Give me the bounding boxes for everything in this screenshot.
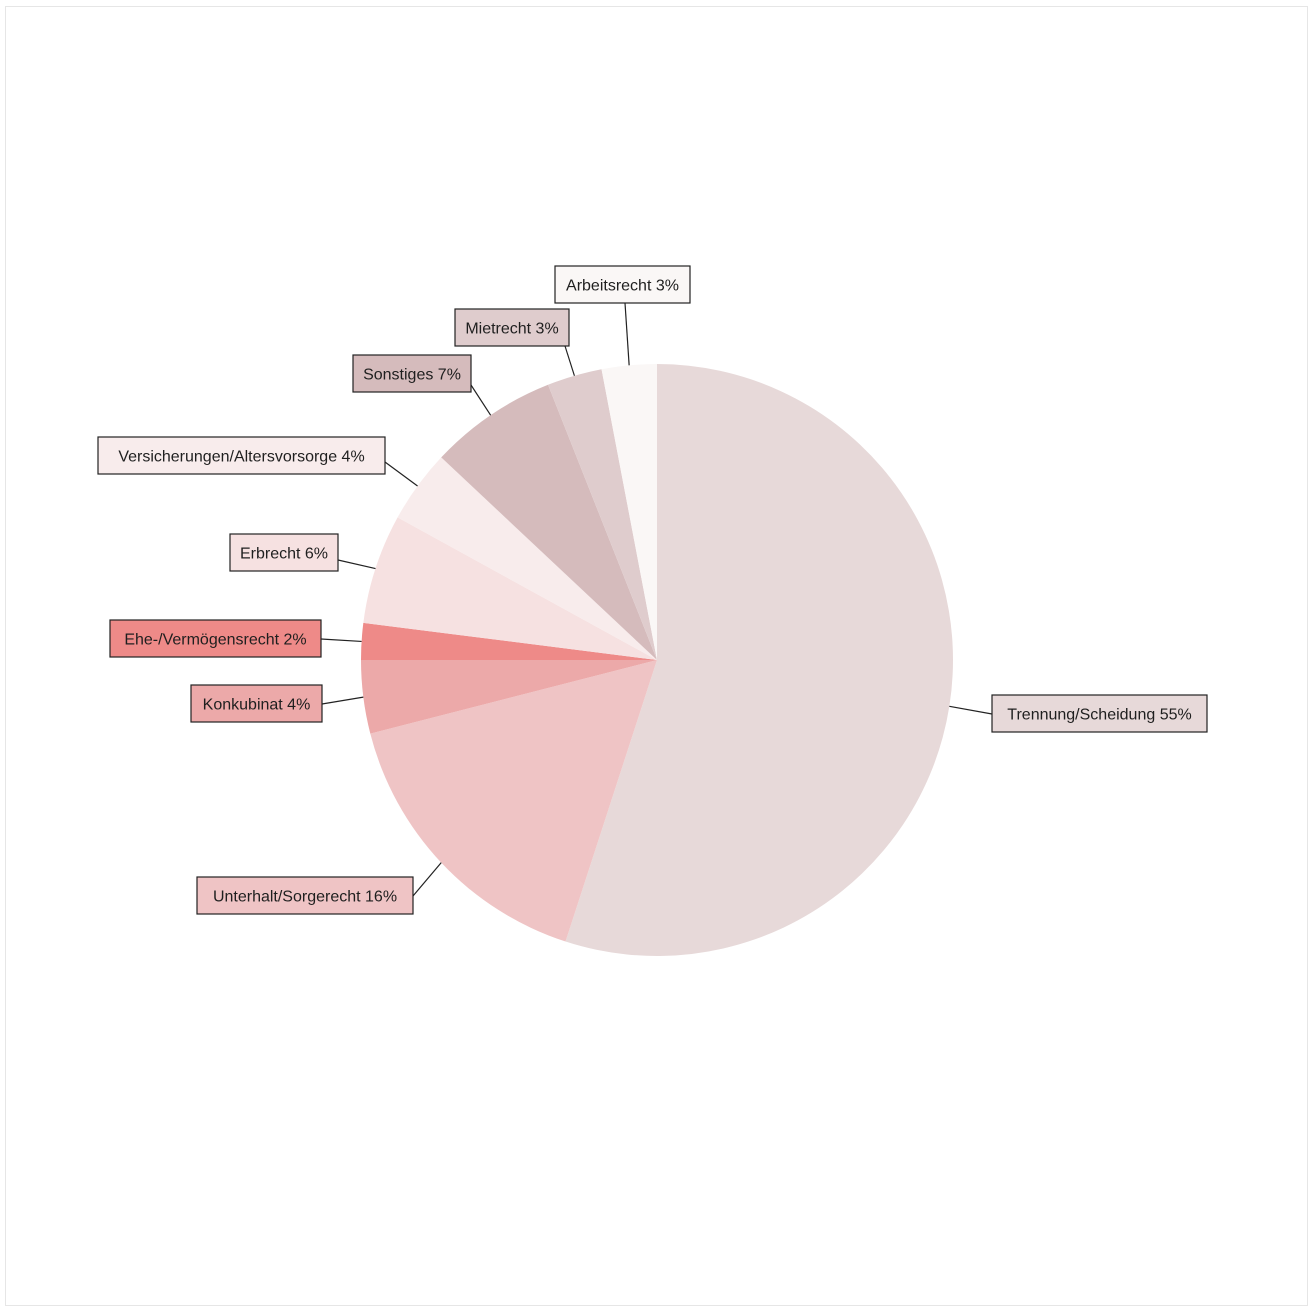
slice-label: Trennung/Scheidung 55% xyxy=(991,694,1208,733)
pie-slice-erbrecht xyxy=(363,517,657,660)
label-box xyxy=(454,308,570,347)
leader-line xyxy=(320,638,362,643)
slice-label-text: Unterhalt/Sorgerecht 16% xyxy=(213,889,397,906)
slice-label-text: Ehe-/Vermögensrecht 2% xyxy=(124,632,306,649)
slice-label: Versicherungen/Altersvorsorge 4% xyxy=(97,436,386,475)
slice-label: Erbrecht 6% xyxy=(229,533,339,572)
pie-slices xyxy=(361,364,953,957)
slice-label: Unterhalt/Sorgerecht 16% xyxy=(196,876,414,915)
slice-label-text: Mietrecht 3% xyxy=(465,321,558,338)
pie-slice-arbeitsrecht xyxy=(601,364,657,660)
slice-label-text: Arbeitsrecht 3% xyxy=(566,278,679,295)
slice-label: Ehe-/Vermögensrecht 2% xyxy=(109,619,322,658)
leader-line xyxy=(624,302,630,366)
pie-slice-trennung-scheidung xyxy=(565,364,953,957)
label-box xyxy=(190,684,323,723)
slice-label: Sonstiges 7% xyxy=(352,354,472,393)
label-box xyxy=(196,876,414,915)
leader-line xyxy=(337,559,376,570)
pie-slice-mietrecht xyxy=(548,369,657,660)
label-box xyxy=(97,436,386,475)
slice-label-text: Trennung/Scheidung 55% xyxy=(1007,707,1191,724)
slice-label: Mietrecht 3% xyxy=(454,308,570,347)
leader-line xyxy=(470,384,492,416)
leader-line xyxy=(384,461,418,487)
pie-slice-unterhalt-sorgerecht xyxy=(370,660,657,942)
slice-label-text: Versicherungen/Altersvorsorge 4% xyxy=(118,449,364,466)
pie-labels: Trennung/Scheidung 55% Unterhalt/Sorgerec… xyxy=(97,265,1208,915)
pie-slice-sonstiges xyxy=(441,384,657,660)
leader-line xyxy=(949,705,993,715)
label-box xyxy=(229,533,339,572)
slice-label: Konkubinat 4% xyxy=(190,684,323,723)
leader-line xyxy=(321,696,364,705)
label-box xyxy=(352,354,472,393)
slice-label-text: Erbrecht 6% xyxy=(240,546,328,563)
pie-slice-ehe-vermoegensrecht xyxy=(361,622,657,660)
slice-label: Arbeitsrecht 3% xyxy=(554,265,691,304)
leader-line xyxy=(412,862,442,897)
pie-slice-versicherungen-altersvorsorge xyxy=(397,457,657,660)
slice-label-text: Konkubinat 4% xyxy=(203,697,311,714)
leader-line xyxy=(564,345,575,376)
label-box xyxy=(554,265,691,304)
pie-slice-konkubinat xyxy=(361,660,657,734)
slice-label-text: Sonstiges 7% xyxy=(363,367,461,384)
label-box xyxy=(991,694,1208,733)
label-box xyxy=(109,619,322,658)
